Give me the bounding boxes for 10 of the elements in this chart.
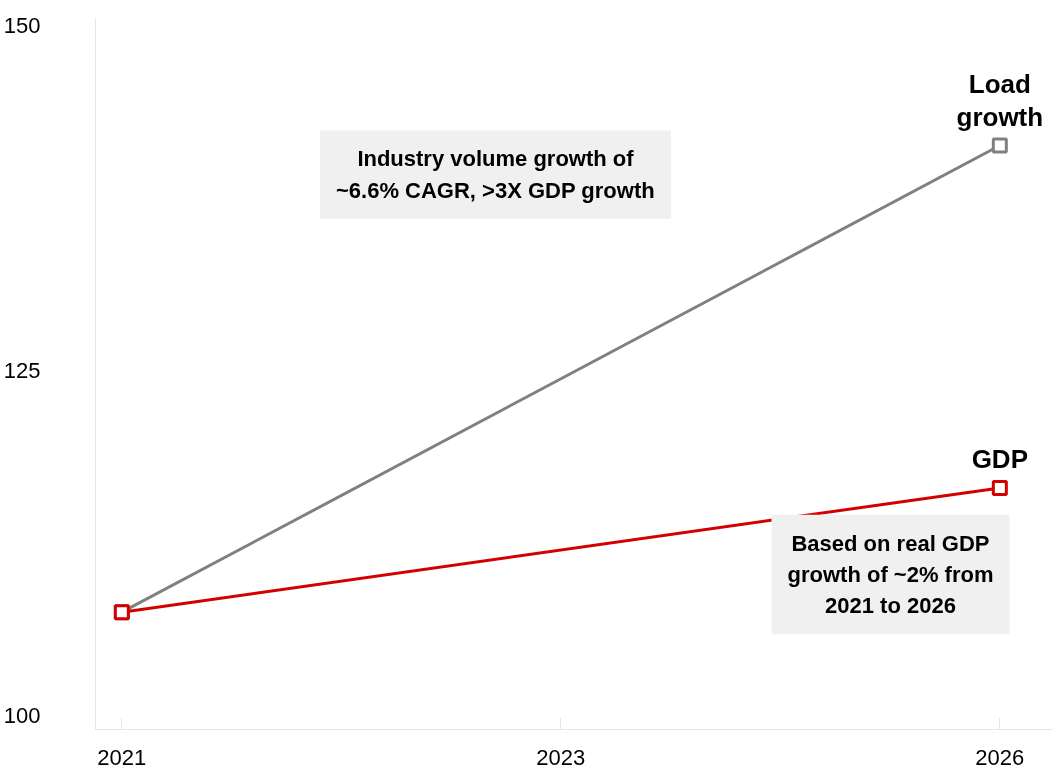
y-tick-label: 150 — [3, 12, 41, 38]
annotation: Industry volume growth of ~6.6% CAGR, >3X GDP growth — [335, 146, 655, 203]
series-label: GDP — [971, 443, 1028, 474]
y-tick-label: 100 — [3, 703, 41, 729]
x-tick-label: 2021 — [97, 744, 147, 767]
series-label: Load growth — [956, 68, 1044, 132]
x-tick-label: 2023 — [536, 744, 586, 767]
x-tick-label: 2026 — [975, 744, 1025, 767]
y-tick-label: 125 — [3, 358, 41, 384]
annotation: Based on real GDP growth of ~2% from 2021 to 2026 — [787, 530, 994, 619]
